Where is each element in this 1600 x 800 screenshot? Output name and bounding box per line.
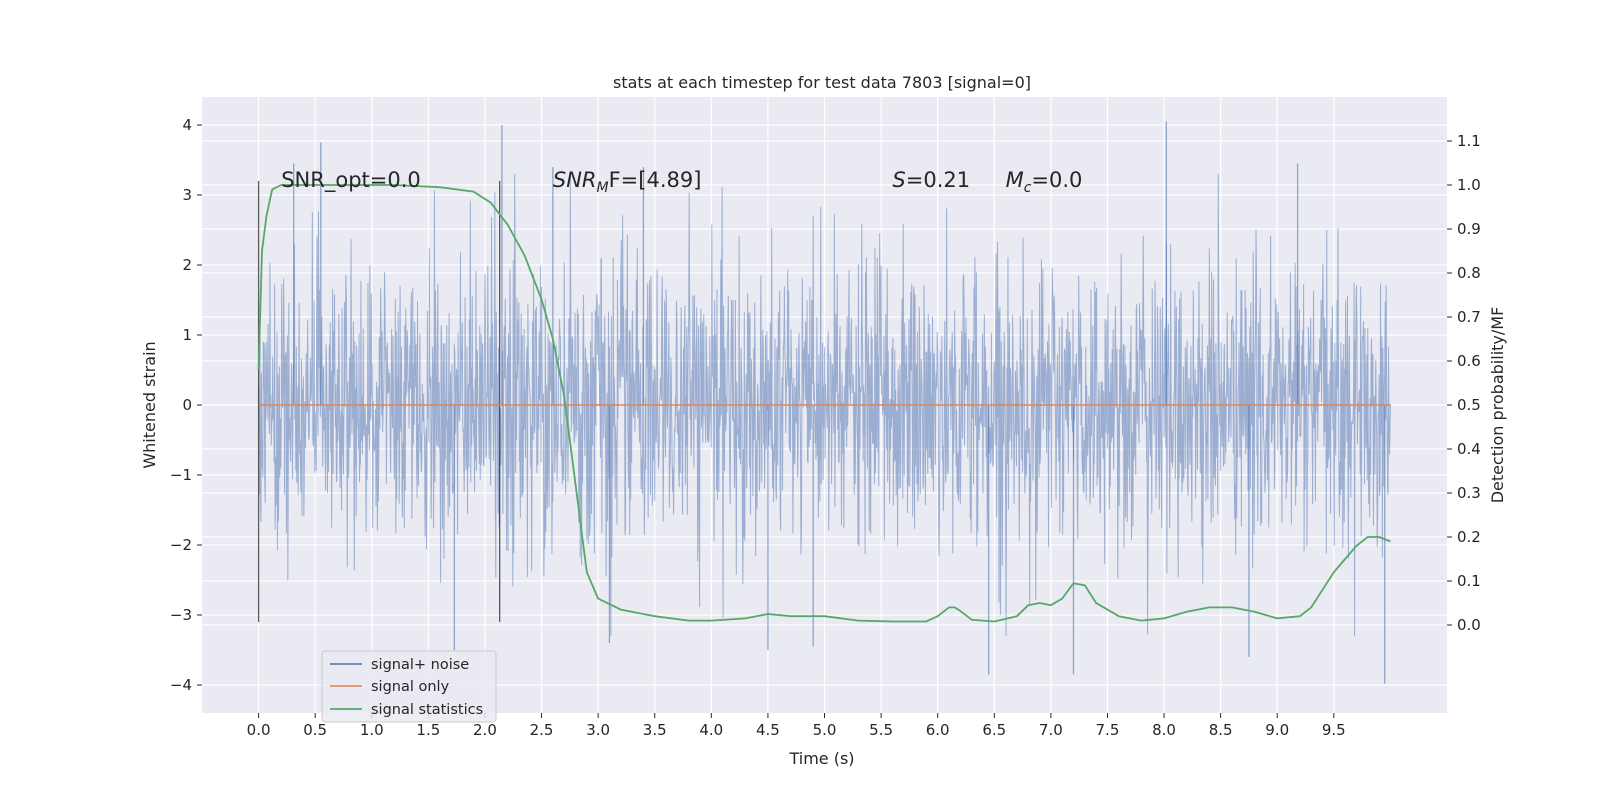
- x-tick-label: 1.0: [360, 721, 384, 739]
- left-y-tick-label: −4: [170, 676, 192, 694]
- vertical-markers: [257, 181, 501, 622]
- x-tick-label: 1.5: [416, 721, 440, 739]
- annotations: SNR_opt=0.0 SNRMF=[4.89] S=0.21 Mc=0.0: [281, 168, 1082, 196]
- right-y-axis-ticks: 1.1 1.0 0.9 0.8 0.7 0.6 0.5 0.4 0.3 0.2 0.1 0.0: [1447, 132, 1481, 634]
- annotation-text: SNRMF=[4.89]: [553, 168, 702, 196]
- legend-label-signal-only: signal only: [371, 679, 450, 695]
- left-y-tick-label: 0: [182, 396, 192, 414]
- annotation-subscript: c: [1024, 180, 1032, 196]
- annotation-value: =0.21: [906, 168, 970, 192]
- left-y-tick-label: 3: [182, 186, 192, 204]
- annotation-subscript: M: [597, 180, 609, 196]
- x-tick-label: 6.5: [982, 721, 1006, 739]
- annotation-text: SNR_opt=0.0: [281, 168, 421, 193]
- left-y-tick-label: −1: [170, 466, 192, 484]
- annotation-value: F=[4.89]: [609, 168, 702, 192]
- right-y-tick-label: 0.3: [1457, 484, 1481, 502]
- left-y-tick-label: −3: [170, 606, 192, 624]
- x-tick-label: 7.5: [1096, 721, 1120, 739]
- right-y-tick-label: 0.2: [1457, 528, 1481, 546]
- x-tick-label: 0.0: [247, 721, 271, 739]
- left-y-tick-label: 1: [182, 326, 192, 344]
- legend-box: [321, 650, 497, 723]
- right-y-tick-label: 0.5: [1457, 396, 1481, 414]
- right-y-tick-label: 1.1: [1457, 132, 1481, 150]
- annotation-symbol: M: [1006, 168, 1024, 192]
- signal-statistics-line: [257, 184, 1391, 623]
- x-tick-label: 8.0: [1152, 721, 1176, 739]
- right-y-tick-label: 1.0: [1457, 176, 1481, 194]
- right-y-axis-label: Detection probability/MF: [1488, 307, 1507, 504]
- left-y-tick-label: 4: [182, 116, 192, 134]
- annotation-text: Mc=0.0: [1006, 168, 1083, 196]
- legend: signal+ noise signal only signal statist…: [321, 650, 497, 723]
- x-axis-label: Time (s): [788, 749, 854, 768]
- line-series: [257, 184, 1391, 623]
- annotation-symbol: SNR: [553, 168, 597, 192]
- right-y-tick-label: 0.6: [1457, 352, 1481, 370]
- left-y-tick-label: 2: [182, 256, 192, 274]
- noise-trace: [258, 173, 1391, 637]
- annotation-symbol: S: [892, 168, 905, 192]
- x-axis-ticks: 0.0 0.5 1.0 1.5 2.0 2.5 3.0 3.5 4.0 4.5 5.0 5.5 6.0 6…: [247, 713, 1346, 739]
- left-y-axis-ticks: 4 3 2 1 0 −1 −2 −3 −4: [170, 116, 202, 694]
- chart-title: stats at each timestep for test data 780…: [613, 73, 1031, 92]
- left-y-tick-label: −2: [170, 536, 192, 554]
- right-y-tick-label: 0.1: [1457, 572, 1481, 590]
- x-tick-label: 9.0: [1265, 721, 1289, 739]
- right-y-tick-label: 0.9: [1457, 220, 1481, 238]
- left-y-axis-label: Whitened strain: [140, 341, 159, 468]
- x-tick-label: 7.0: [1039, 721, 1063, 739]
- right-y-tick-label: 0.8: [1457, 264, 1481, 282]
- x-tick-label: 5.0: [813, 721, 837, 739]
- right-y-tick-label: 0.4: [1457, 440, 1481, 458]
- legend-label-signal-statistics: signal statistics: [371, 702, 483, 718]
- x-tick-label: 8.5: [1209, 721, 1233, 739]
- right-y-tick-label: 0.0: [1457, 616, 1481, 634]
- right-y-tick-label: 0.7: [1457, 308, 1481, 326]
- x-tick-label: 6.0: [926, 721, 950, 739]
- x-tick-label: 5.5: [869, 721, 893, 739]
- x-tick-label: 9.5: [1322, 721, 1346, 739]
- annotation-value: =0.0: [1031, 168, 1082, 192]
- x-tick-label: 3.5: [643, 721, 667, 739]
- x-tick-label: 4.5: [756, 721, 780, 739]
- annotation-text: S=0.21: [892, 168, 970, 192]
- legend-label-signal-noise: signal+ noise: [371, 657, 469, 673]
- x-tick-label: 2.0: [473, 721, 497, 739]
- x-tick-label: 2.5: [530, 721, 554, 739]
- noise-series: [258, 121, 1391, 684]
- x-tick-label: 4.0: [699, 721, 723, 739]
- x-tick-label: 3.0: [586, 721, 610, 739]
- x-tick-label: 0.5: [303, 721, 327, 739]
